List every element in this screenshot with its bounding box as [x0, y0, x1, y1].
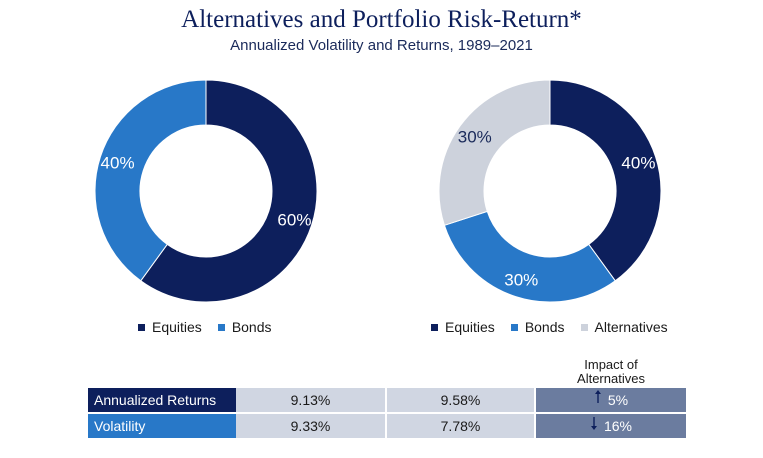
chart-title: Alternatives and Portfolio Risk-Return* [181, 6, 582, 33]
donut-slice-equities [549, 79, 662, 282]
legend-left: Equities Bonds [138, 318, 272, 336]
table-row-returns: Annualized Returns 9.13% 9.58% 5% [88, 388, 686, 412]
donut-chart-left: 60% 40% [94, 79, 318, 303]
legend-item-equities: Equities [431, 319, 495, 335]
returns-impact-value: 5% [607, 392, 629, 408]
legend-item-bonds: Bonds [510, 319, 565, 335]
legend-label: Equities [152, 319, 202, 335]
arrow-down-icon [590, 417, 597, 430]
returns-value-portfolio-1: 9.13% [236, 388, 385, 412]
legend-label: Alternatives [594, 319, 668, 335]
row-label-volatility: Volatility [88, 414, 236, 438]
donut-slice-alternatives [438, 79, 551, 226]
volatility-value-portfolio-2: 7.78% [387, 414, 534, 438]
slice-label-bonds: 30% [504, 270, 538, 289]
legend-swatch [217, 323, 225, 331]
impact-header: Impact of Alternatives [577, 357, 645, 386]
legend-item-equities: Equities [138, 319, 202, 335]
legend-label: Bonds [231, 319, 272, 335]
volatility-impact: 16% [536, 414, 686, 438]
legend-label: Bonds [524, 319, 565, 335]
legend-label: Equities [445, 319, 495, 335]
legend-swatch [510, 323, 518, 331]
legend-item-bonds: Bonds [217, 319, 272, 335]
slice-label-equities: 40% [621, 153, 655, 172]
row-label-returns: Annualized Returns [88, 388, 236, 412]
returns-impact: 5% [536, 388, 686, 412]
table-row-volatility: Volatility 9.33% 7.78% 16% [88, 414, 686, 438]
chart-subtitle: Annualized Volatility and Returns, 1989–… [230, 37, 533, 54]
donut-slice-equities [140, 79, 318, 303]
slice-label-alternatives: 30% [458, 127, 492, 146]
volatility-value-portfolio-1: 9.33% [236, 414, 385, 438]
legend-swatch [138, 323, 145, 331]
legend-right: Equities Bonds Alternatives [431, 318, 668, 336]
donut-slice-bonds [443, 210, 616, 303]
donut-slice-bonds [94, 79, 207, 282]
slice-label-equities: 60% [277, 211, 311, 230]
returns-value-portfolio-2: 9.58% [387, 388, 534, 412]
legend-swatch [431, 323, 438, 331]
donut-chart-right: 40% 30% 30% [438, 79, 662, 303]
slice-label-bonds: 40% [101, 153, 135, 172]
volatility-impact-value: 16% [603, 418, 633, 434]
arrow-up-icon [594, 390, 601, 403]
legend-swatch [580, 323, 588, 331]
legend-item-alternatives: Alternatives [580, 319, 668, 335]
